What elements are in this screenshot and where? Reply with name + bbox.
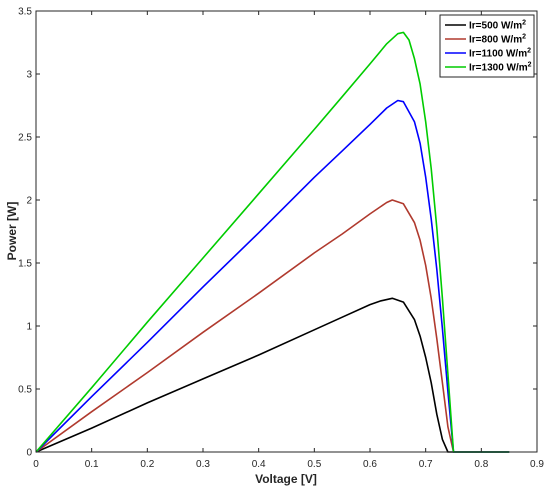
legend-label-2: Ir=1100 W/m2	[469, 48, 531, 60]
series-line-0	[35, 297, 510, 453]
y-tick-label: 0.5	[18, 385, 32, 396]
legend-label-sup: 2	[527, 48, 531, 55]
x-tick-label: 0.1	[85, 459, 99, 470]
legend-label-3: Ir=1300 W/m2	[469, 62, 532, 74]
series-lines	[35, 31, 510, 453]
legend-label-sup: 2	[522, 34, 526, 41]
y-axis-label: Power [W]	[5, 202, 19, 261]
y-tick-label: 2.5	[18, 133, 32, 144]
series-line-2	[35, 99, 510, 453]
x-tick-label: 0.3	[196, 459, 210, 470]
series-line-1	[35, 199, 510, 453]
legend-label-text: Ir=800 W/m	[469, 35, 522, 46]
y-tick-label: 1.5	[18, 259, 32, 270]
x-tick-label: 0	[33, 459, 39, 470]
y-tick-label: 2	[26, 196, 32, 207]
legend-label-text: Ir=1100 W/m	[469, 49, 527, 60]
legend-label-sup: 2	[522, 20, 526, 27]
y-axis-ticks: 0 0.5 1 1.5 2 2.5 3 3.5	[18, 7, 537, 459]
legend-label-0: Ir=500 W/m2	[469, 20, 526, 32]
x-tick-label: 0.2	[140, 459, 154, 470]
legend-label-1: Ir=800 W/m2	[469, 34, 526, 46]
legend-label-text: Ir=500 W/m	[469, 21, 522, 32]
plot-frame	[35, 10, 538, 453]
x-axis-ticks: 0 0.1 0.2 0.3 0.4 0.5 0.6 0.7 0.8 0.9	[33, 11, 544, 470]
y-tick-label: 3.5	[18, 7, 32, 18]
x-tick-label: 0.4	[252, 459, 266, 470]
x-tick-label: 0.9	[530, 459, 544, 470]
x-tick-label: 0.5	[307, 459, 321, 470]
y-tick-label: 3	[26, 70, 32, 81]
x-tick-label: 0.7	[419, 459, 433, 470]
x-tick-label: 0.6	[363, 459, 377, 470]
y-tick-label: 0	[26, 448, 32, 459]
legend-label-text: Ir=1300 W/m	[469, 63, 528, 74]
plot-area	[36, 11, 537, 452]
x-tick-label: 0.8	[474, 459, 488, 470]
y-tick-label: 1	[26, 322, 32, 333]
legend-label-sup: 2	[528, 62, 532, 69]
x-axis-label: Voltage [V]	[255, 472, 317, 486]
series-line-3	[35, 31, 510, 453]
